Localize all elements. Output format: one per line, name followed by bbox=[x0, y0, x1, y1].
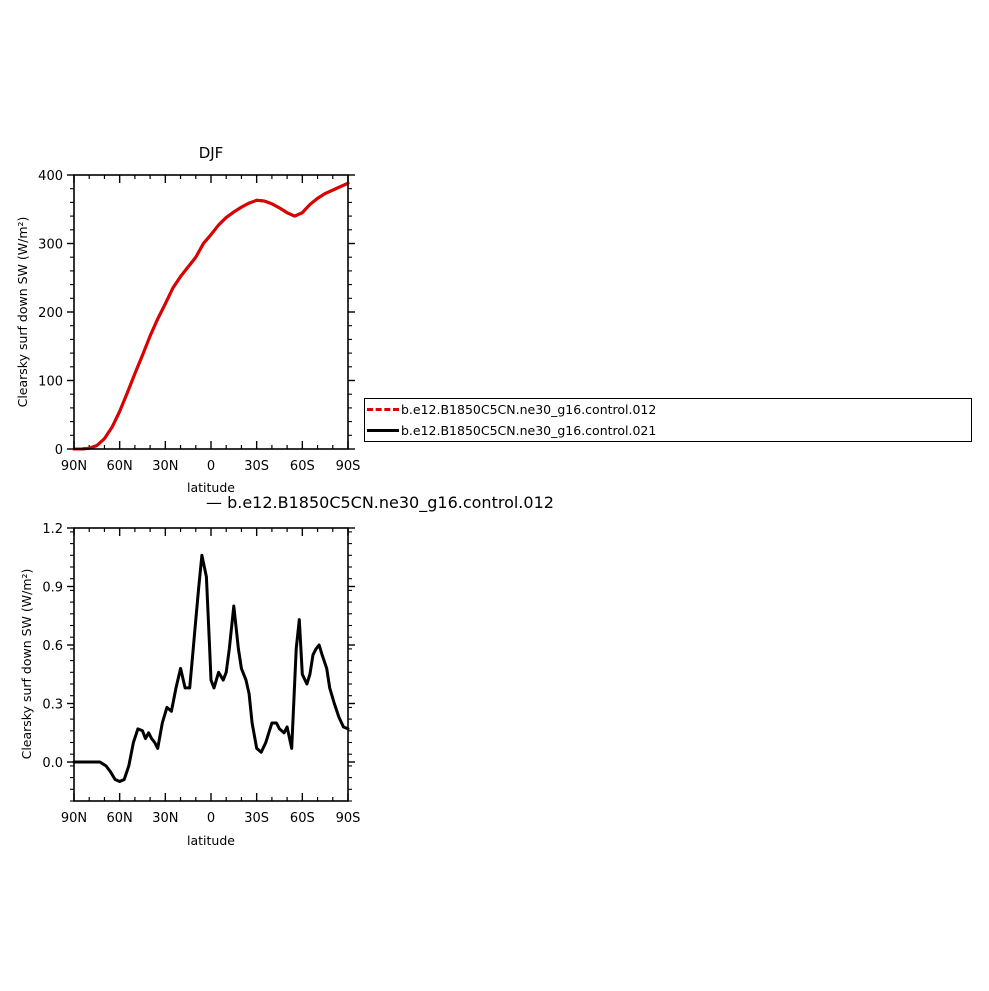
x-tick-label: 0 bbox=[207, 459, 215, 474]
y-tick-label: 400 bbox=[38, 169, 63, 184]
legend-item-control-021: b.e12.B1850C5CN.ne30_g16.control.021 bbox=[367, 420, 656, 440]
difference-plot-xlabel: latitude bbox=[187, 833, 235, 848]
y-tick-label: 0.3 bbox=[42, 698, 63, 713]
y-tick-label: 300 bbox=[38, 238, 63, 253]
y-tick-label: 100 bbox=[38, 375, 63, 390]
djf-plot: DJF Clearsky surf down SW (W/m²) latitud… bbox=[15, 144, 360, 495]
y-tick-label: 1.2 bbox=[42, 522, 63, 537]
x-tick-label: 60N bbox=[107, 811, 133, 826]
difference-plot-ylabel: Clearsky surf down SW (W/m²) bbox=[19, 569, 34, 760]
x-tick-label: 60S bbox=[290, 459, 315, 474]
y-tick-label: 0.9 bbox=[42, 581, 63, 596]
x-tick-label: 30S bbox=[244, 811, 269, 826]
y-tick-label: 200 bbox=[38, 306, 63, 321]
legend-label: b.e12.B1850C5CN.ne30_g16.control.012 bbox=[401, 401, 657, 417]
legend-swatch-solid-black bbox=[367, 428, 399, 432]
x-tick-label: 30S bbox=[244, 459, 269, 474]
djf-plot-ticks: 90N 60N 30N 0 30S 60S 90S 0 100 200 300 400 bbox=[38, 169, 360, 474]
difference-plot-series-line bbox=[72, 553, 350, 783]
difference-plot-series bbox=[72, 553, 350, 783]
djf-plot-xlabel: latitude bbox=[187, 480, 235, 495]
djf-plot-series-line bbox=[72, 181, 350, 451]
x-tick-label: 90S bbox=[336, 459, 361, 474]
djf-plot-ylabel: Clearsky surf down SW (W/m²) bbox=[15, 217, 30, 408]
legend-item-control-012: b.e12.B1850C5CN.ne30_g16.control.012 bbox=[367, 399, 656, 419]
x-tick-label: 30N bbox=[152, 811, 178, 826]
x-tick-label: 30N bbox=[152, 459, 178, 474]
djf-plot-series-line bbox=[72, 181, 350, 451]
legend-label: b.e12.B1850C5CN.ne30_g16.control.021 bbox=[401, 422, 657, 438]
djf-plot-frame bbox=[73, 174, 349, 450]
difference-plot-ticks: 90N 60N 30N 0 30S 60S 90S 0.0 0.3 0.6 0.9 1.2 bbox=[42, 522, 360, 826]
legend-swatch-dashed-red bbox=[367, 407, 399, 411]
x-tick-label: 90N bbox=[61, 811, 87, 826]
djf-plot-title: DJF bbox=[199, 144, 224, 162]
x-tick-label: 90N bbox=[61, 459, 87, 474]
difference-plot-frame bbox=[73, 527, 349, 802]
djf-plot-series bbox=[72, 181, 350, 451]
x-tick-label: 60N bbox=[107, 459, 133, 474]
y-tick-label: 0 bbox=[55, 443, 63, 458]
x-tick-label: 60S bbox=[290, 811, 315, 826]
difference-caption: — b.e12.B1850C5CN.ne30_g16.control.012 bbox=[206, 493, 554, 513]
x-tick-label: 90S bbox=[336, 811, 361, 826]
x-tick-label: 0 bbox=[207, 811, 215, 826]
y-tick-label: 0.0 bbox=[42, 756, 63, 771]
legend-box: b.e12.B1850C5CN.ne30_g16.control.012 b.e… bbox=[364, 398, 972, 442]
y-tick-label: 0.6 bbox=[42, 639, 63, 654]
difference-plot: Clearsky surf down SW (W/m²) latitude 90… bbox=[19, 522, 360, 848]
